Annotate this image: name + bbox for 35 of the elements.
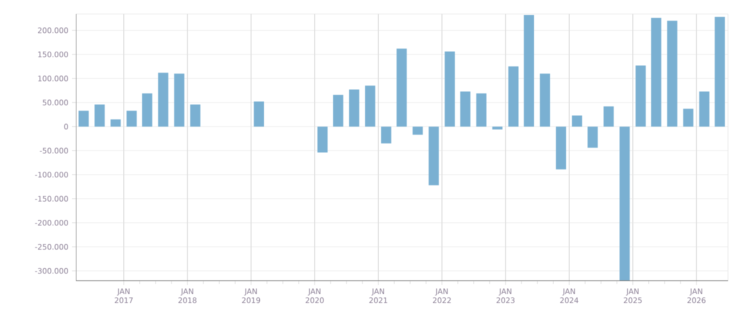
bar [460,91,470,127]
bar [492,126,502,130]
bar [476,93,486,127]
bar [365,86,376,127]
bar [428,126,439,186]
bar [524,14,534,127]
bar [540,74,550,127]
bar [349,90,360,127]
bar [508,66,519,127]
bar [412,126,423,135]
bar [396,48,407,127]
bar [667,20,678,127]
bar [190,104,200,127]
bar [620,126,630,281]
bar [94,104,105,127]
bar [699,91,710,127]
bar [254,102,264,127]
bar [142,93,152,127]
bar [381,126,392,144]
bar [556,126,566,170]
bar [317,126,328,153]
bar [174,74,184,127]
bar [444,52,455,127]
bar [636,65,646,127]
bar [110,119,121,127]
bar [651,18,662,127]
bar [714,16,725,127]
bar [604,106,614,127]
bar [158,72,168,127]
bar [126,110,137,127]
bar [78,110,89,127]
bar [683,108,694,127]
bar [588,126,598,148]
bar [572,116,582,127]
bar [333,94,344,127]
